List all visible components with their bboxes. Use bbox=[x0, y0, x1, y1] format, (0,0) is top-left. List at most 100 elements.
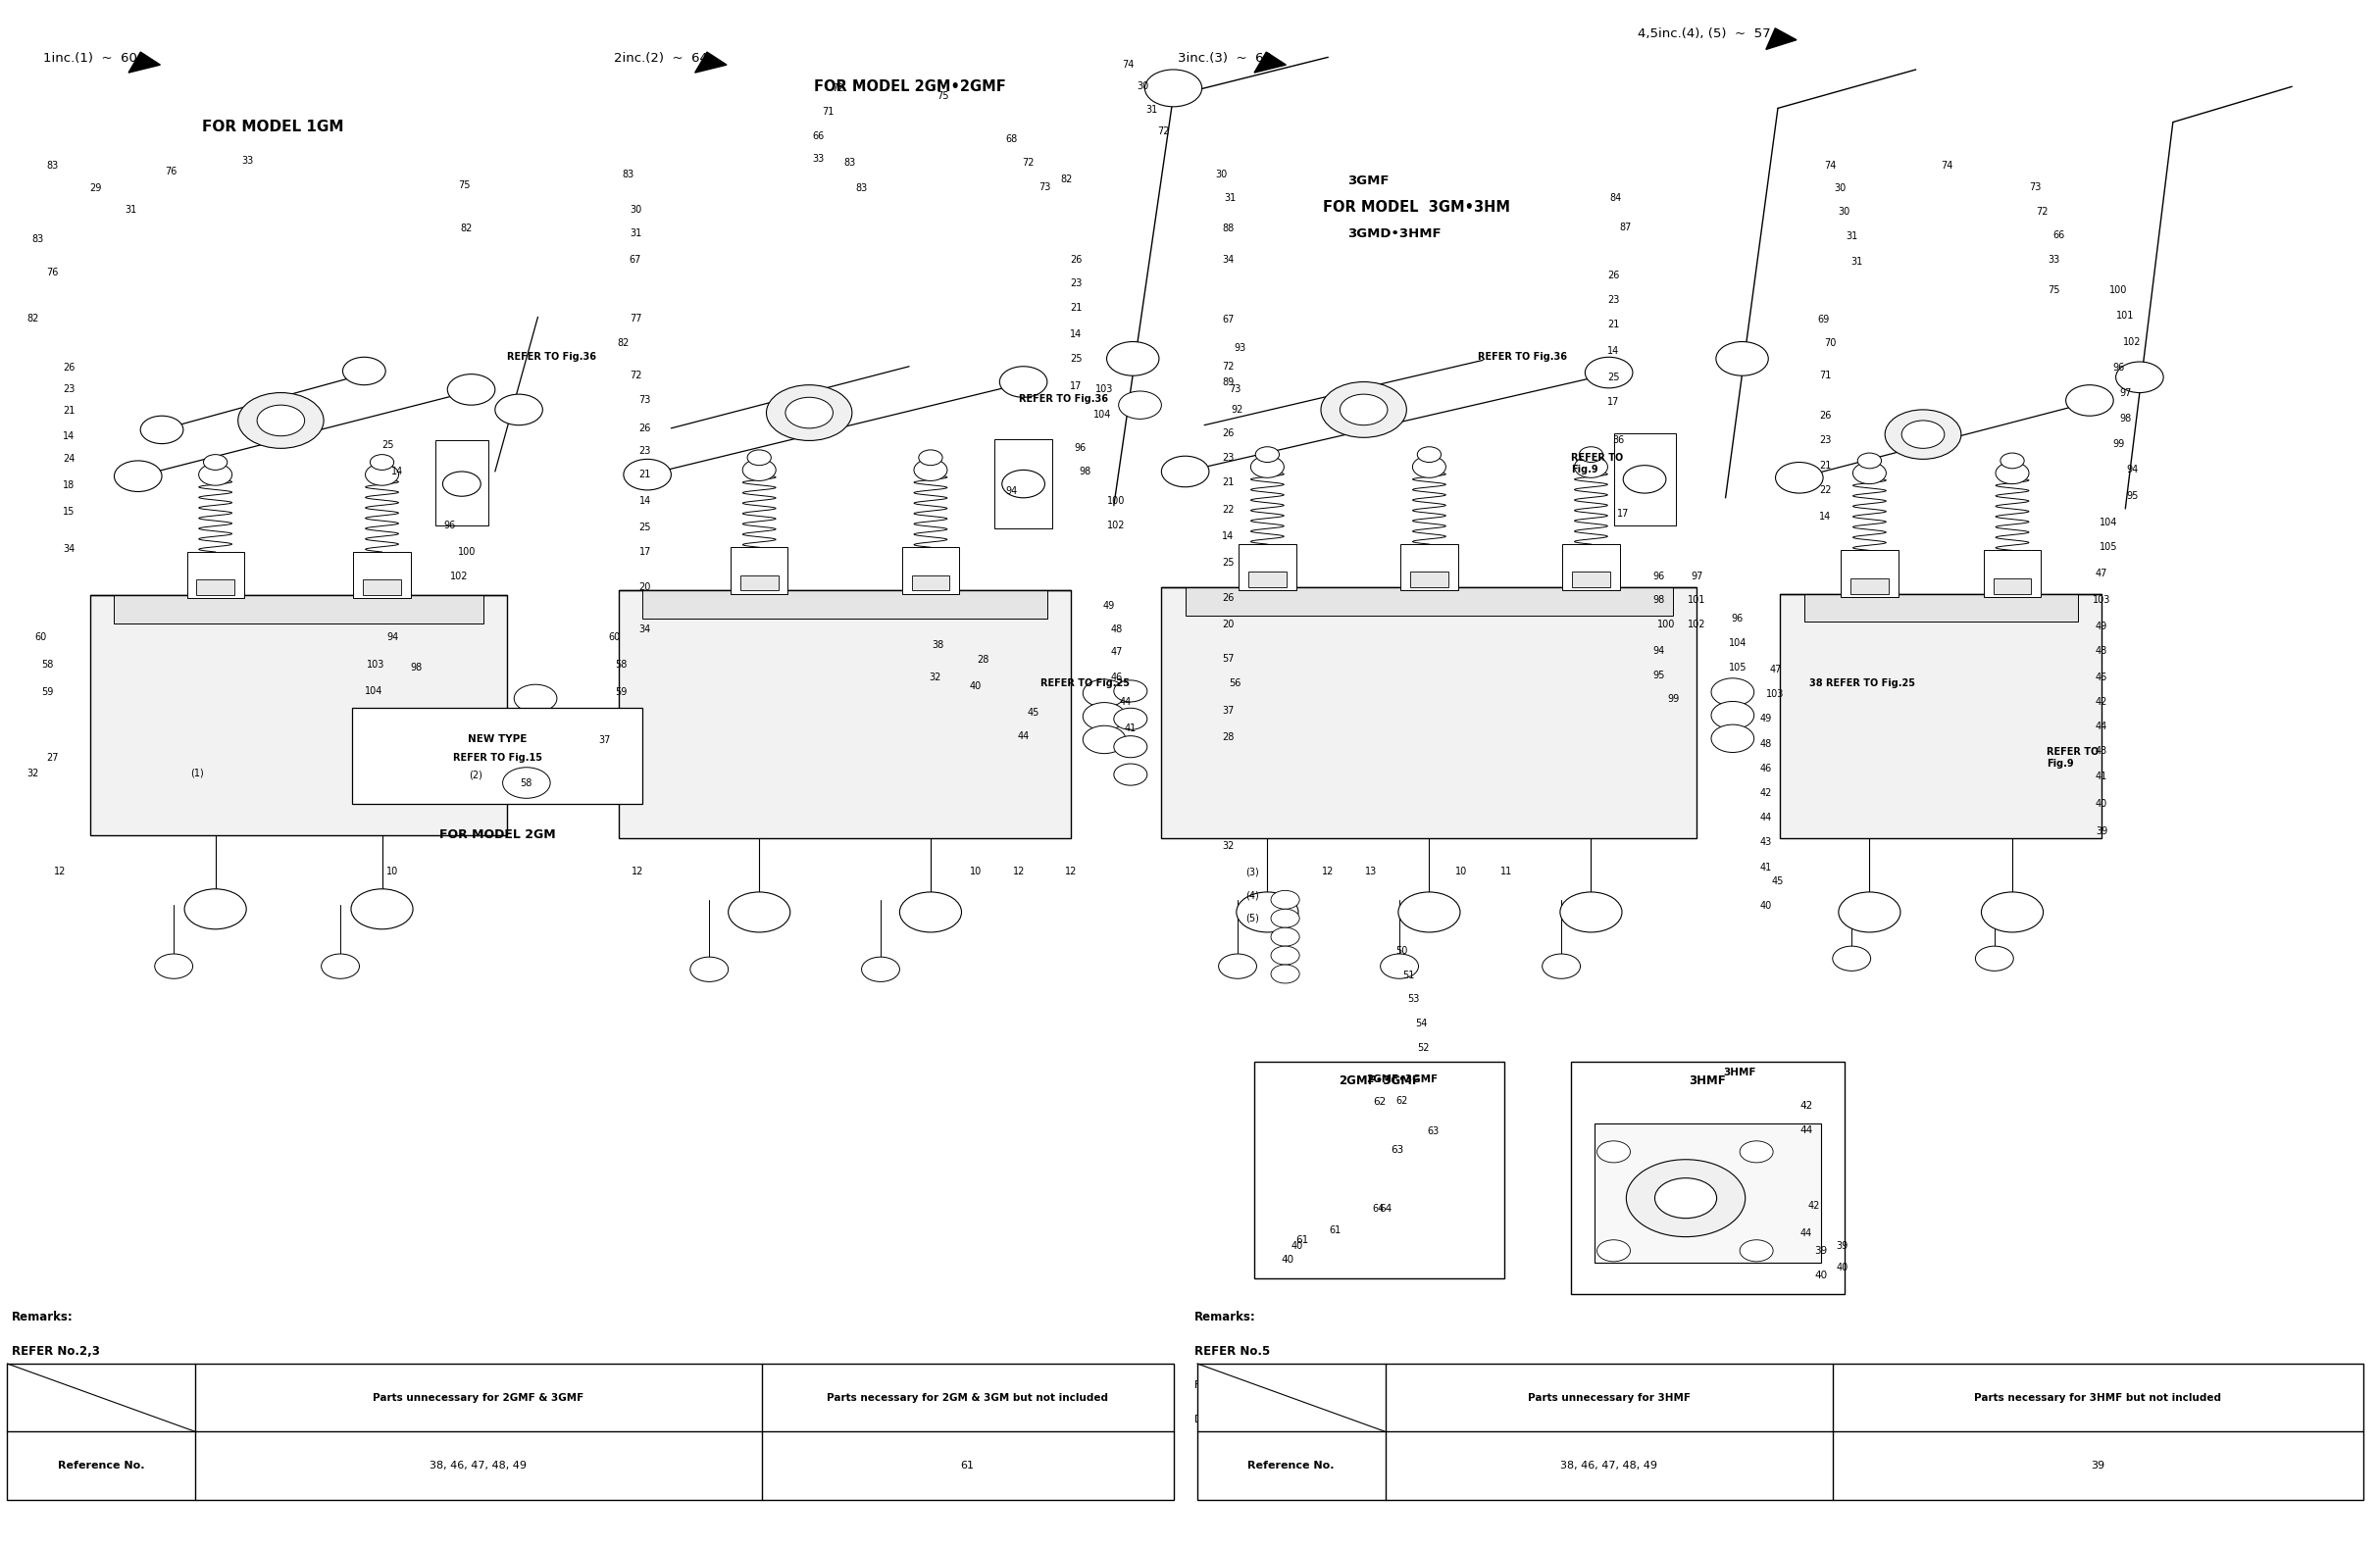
Circle shape bbox=[502, 767, 550, 798]
Text: Parts unnecessary for 2GMF & 3GMF: Parts unnecessary for 2GMF & 3GMF bbox=[374, 1393, 583, 1402]
Text: 57: 57 bbox=[1221, 654, 1235, 663]
Bar bbox=[1571, 1062, 1844, 1294]
Circle shape bbox=[1257, 447, 1280, 462]
Text: 96: 96 bbox=[1073, 444, 1088, 453]
Circle shape bbox=[1000, 366, 1047, 397]
Circle shape bbox=[257, 405, 305, 436]
Text: 51: 51 bbox=[1402, 971, 1416, 980]
Text: 41: 41 bbox=[1759, 863, 1773, 872]
Text: 67: 67 bbox=[628, 255, 643, 264]
Text: 26: 26 bbox=[1221, 594, 1235, 603]
Bar bbox=[1238, 544, 1295, 591]
Text: 75: 75 bbox=[2047, 286, 2061, 295]
Circle shape bbox=[1252, 456, 1285, 478]
Circle shape bbox=[1711, 725, 1754, 753]
Circle shape bbox=[1576, 456, 1609, 478]
Text: 64: 64 bbox=[1378, 1204, 1392, 1214]
Text: 84: 84 bbox=[1609, 193, 1623, 203]
Bar bbox=[1561, 544, 1618, 591]
Circle shape bbox=[2066, 385, 2113, 416]
Text: 17: 17 bbox=[638, 547, 652, 557]
Text: 26: 26 bbox=[1069, 255, 1083, 264]
Circle shape bbox=[1626, 1160, 1745, 1237]
Text: (5): (5) bbox=[1245, 914, 1259, 923]
Text: 25: 25 bbox=[638, 523, 652, 532]
Text: 96: 96 bbox=[443, 521, 457, 530]
Text: 38: 38 bbox=[931, 640, 945, 649]
Text: REFER TO Fig.15: REFER TO Fig.15 bbox=[452, 753, 543, 762]
Text: 63: 63 bbox=[1390, 1146, 1404, 1155]
Text: For cylinder head assembly of 2GMF & 3GMF, that of 2GM & 3GM is to be  supplied.: For cylinder head assembly of 2GMF & 3GM… bbox=[12, 1381, 440, 1390]
Text: 3inc.(3)  ~  64: 3inc.(3) ~ 64 bbox=[1178, 53, 1273, 65]
Text: 37: 37 bbox=[1221, 707, 1235, 716]
Text: 88: 88 bbox=[1221, 224, 1235, 233]
Text: 22: 22 bbox=[1818, 485, 1833, 495]
Circle shape bbox=[202, 455, 228, 470]
Circle shape bbox=[514, 733, 557, 761]
Text: 48: 48 bbox=[1759, 739, 1773, 748]
Bar bbox=[1247, 572, 1285, 587]
Text: 31: 31 bbox=[1844, 232, 1859, 241]
Text: 74: 74 bbox=[1823, 161, 1837, 170]
Text: 40: 40 bbox=[1835, 1263, 1849, 1272]
Text: 53: 53 bbox=[1407, 994, 1421, 1003]
Text: 66: 66 bbox=[812, 131, 826, 141]
Text: 100: 100 bbox=[2109, 286, 2128, 295]
Text: 98: 98 bbox=[2118, 414, 2132, 424]
Text: 82: 82 bbox=[1059, 175, 1073, 184]
Text: 46: 46 bbox=[2094, 673, 2109, 682]
Text: 21: 21 bbox=[1818, 461, 1833, 470]
Text: FOR MODEL  3GM•3HM: FOR MODEL 3GM•3HM bbox=[1323, 199, 1511, 215]
Text: 95: 95 bbox=[2125, 492, 2140, 501]
Circle shape bbox=[447, 374, 495, 405]
Bar bbox=[1842, 550, 1899, 597]
Text: 105: 105 bbox=[1728, 663, 1747, 673]
Text: 83: 83 bbox=[854, 184, 869, 193]
Text: 3GMD•3HMF: 3GMD•3HMF bbox=[1347, 227, 1440, 240]
Text: Remarks:: Remarks: bbox=[1195, 1311, 1257, 1323]
Text: 100: 100 bbox=[1656, 620, 1676, 629]
Text: 44: 44 bbox=[1016, 731, 1031, 741]
Text: 92: 92 bbox=[1230, 405, 1245, 414]
Circle shape bbox=[1852, 462, 1885, 484]
Bar bbox=[1571, 572, 1611, 587]
Text: 23: 23 bbox=[1818, 436, 1833, 445]
Text: 83: 83 bbox=[45, 161, 60, 170]
Circle shape bbox=[1119, 391, 1161, 419]
Circle shape bbox=[1418, 447, 1442, 462]
Text: 58: 58 bbox=[521, 778, 533, 788]
Text: 104: 104 bbox=[1728, 638, 1747, 648]
Text: FOR MODEL 2GM: FOR MODEL 2GM bbox=[440, 829, 555, 841]
Text: 39: 39 bbox=[2094, 827, 2109, 836]
Bar bbox=[643, 591, 1047, 618]
Text: 25: 25 bbox=[1069, 354, 1083, 363]
Text: 97: 97 bbox=[1690, 572, 1704, 581]
Text: 82: 82 bbox=[616, 339, 631, 348]
Text: 14: 14 bbox=[638, 496, 652, 506]
Text: (4): (4) bbox=[1245, 890, 1259, 900]
Circle shape bbox=[514, 685, 557, 713]
Bar bbox=[1595, 1124, 1821, 1263]
Text: 26: 26 bbox=[1606, 271, 1621, 280]
Circle shape bbox=[1219, 954, 1257, 979]
Text: 33: 33 bbox=[812, 155, 826, 164]
Text: 72: 72 bbox=[1221, 362, 1235, 371]
Circle shape bbox=[1304, 1167, 1338, 1189]
Bar bbox=[1614, 433, 1676, 526]
Text: 21: 21 bbox=[1606, 320, 1621, 329]
Text: 40: 40 bbox=[1759, 901, 1773, 911]
Text: 14: 14 bbox=[1606, 346, 1621, 356]
Text: 96: 96 bbox=[2111, 363, 2125, 373]
Circle shape bbox=[1083, 702, 1126, 730]
Text: 3HMF: 3HMF bbox=[1723, 1068, 1756, 1078]
Circle shape bbox=[1271, 909, 1299, 928]
Text: 34: 34 bbox=[62, 544, 76, 553]
Text: 31: 31 bbox=[1849, 257, 1864, 266]
Circle shape bbox=[514, 710, 557, 737]
Text: 76: 76 bbox=[164, 167, 178, 176]
Circle shape bbox=[690, 957, 728, 982]
Circle shape bbox=[1585, 357, 1633, 388]
Text: 72: 72 bbox=[1157, 127, 1171, 136]
Circle shape bbox=[900, 892, 962, 932]
Text: 82: 82 bbox=[459, 224, 474, 233]
